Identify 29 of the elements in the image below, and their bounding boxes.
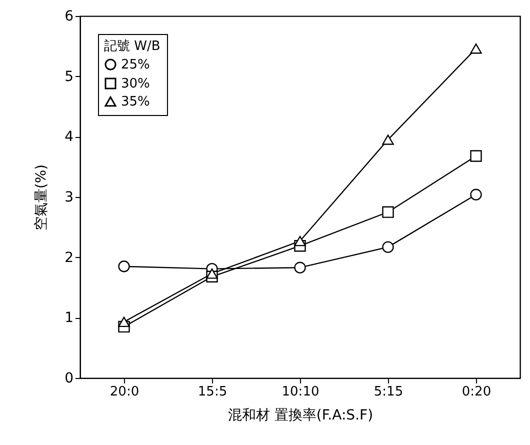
x-tick-label: 10:10 [282, 384, 320, 400]
y-tick-label: 2 [64, 250, 74, 266]
point [294, 262, 306, 274]
y-tick-label: 4 [64, 129, 74, 146]
y-tick-label: 6 [64, 8, 74, 24]
point [118, 316, 130, 328]
y-tick-label: 3 [64, 190, 74, 206]
y-tick-label: 0 [64, 370, 74, 386]
x-tick-label: 0:20 [462, 384, 492, 400]
x-tick-label: 15:5 [198, 384, 228, 400]
x-axis-title: 混和材 置換率(F.A:S.F) [228, 408, 374, 424]
point [118, 260, 130, 272]
point [470, 188, 482, 200]
point [206, 268, 218, 279]
point [382, 241, 394, 253]
point [382, 206, 394, 218]
legend-label: 35% [121, 94, 150, 110]
point [294, 236, 306, 246]
point [470, 43, 482, 54]
legend-label: 30% [121, 76, 150, 92]
y-axis-title: 空氣量(%) [34, 164, 50, 231]
point [382, 134, 394, 145]
x-tick-label: 5:15 [374, 384, 404, 400]
point [470, 150, 482, 162]
y-tick-label: 1 [64, 310, 74, 326]
y-tick-label: 5 [64, 68, 74, 85]
legend-title: 記號 W/B [104, 39, 160, 54]
legend-label: 25% [121, 58, 150, 72]
x-tick-label: 20:0 [110, 384, 140, 400]
